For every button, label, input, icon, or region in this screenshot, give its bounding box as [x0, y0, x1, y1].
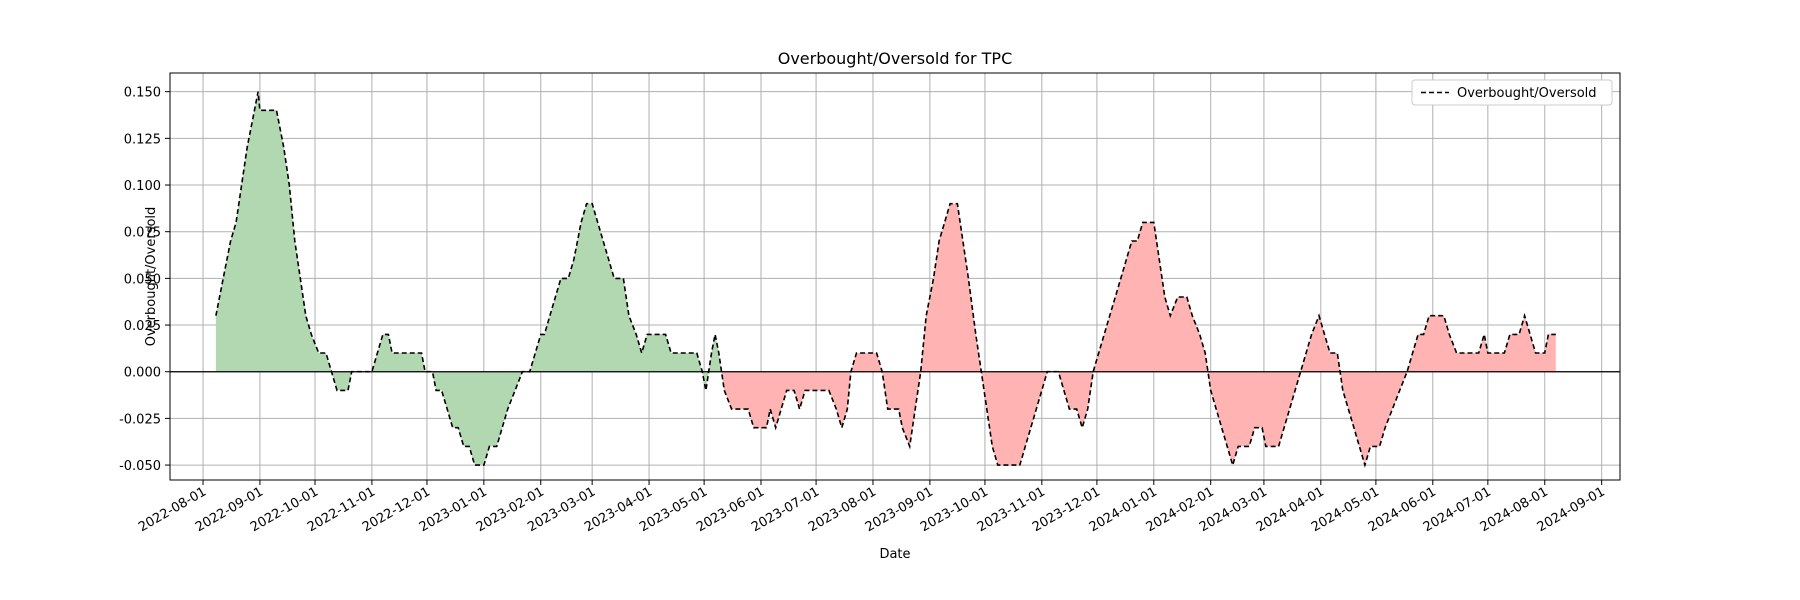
y-tick-label: 0.075	[124, 226, 161, 241]
y-axis: -0.050 -0.025 0.000 0.025 0.050 0.075 0.100 0.1…	[119, 86, 170, 474]
grid	[170, 73, 1620, 480]
overbought-area	[708, 334, 722, 372]
x-axis: 2022-08-012022-09-012022-10-012022-11-01…	[136, 480, 1608, 535]
y-tick-label: -0.025	[119, 412, 161, 427]
y-tick-label: 0.100	[124, 179, 161, 194]
plot-frame	[169, 72, 1621, 481]
y-tick-label: -0.050	[119, 459, 161, 474]
series-line	[215, 91, 1556, 468]
legend-label: Overbought/Oversold	[1457, 86, 1597, 101]
oversold-area	[1207, 315, 1341, 466]
legend: Overbought/Oversold	[1411, 79, 1613, 106]
oversold-area	[721, 203, 1208, 466]
y-tick-label: 0.125	[124, 132, 161, 147]
y-tick-label: 0.025	[124, 319, 161, 334]
legend-box	[1411, 79, 1613, 106]
y-tick-label: 0.150	[124, 86, 161, 101]
chart-title: Overbought/Oversold for TPC	[778, 49, 1013, 68]
y-tick-label: 0.050	[124, 272, 161, 287]
y-tick-label: 0.000	[124, 366, 161, 381]
oversold-area	[1340, 315, 1556, 466]
y-axis-label: Overbought/Oversold	[144, 207, 159, 347]
x-axis-label: Date	[879, 547, 910, 562]
